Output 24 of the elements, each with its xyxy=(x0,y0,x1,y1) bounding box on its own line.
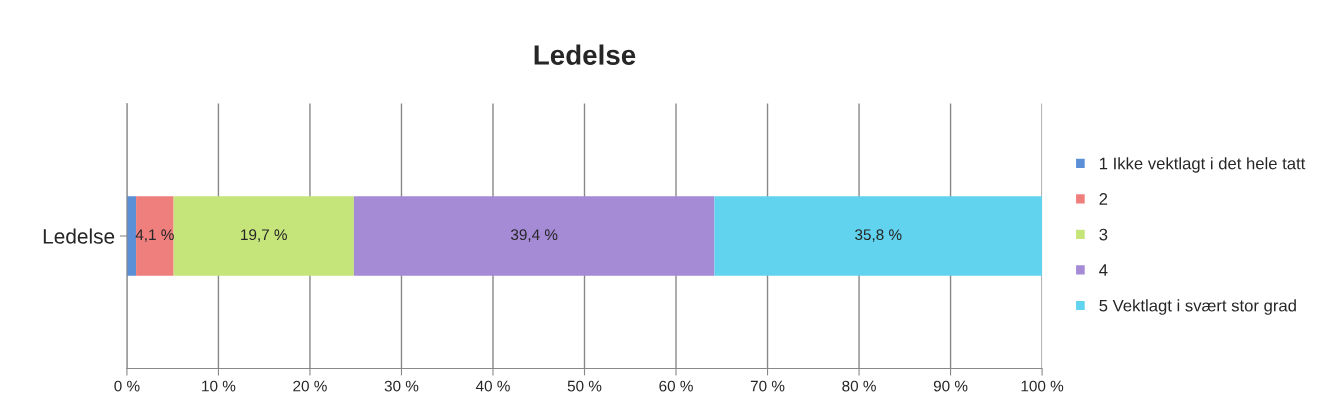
x-tick-label: 30 % xyxy=(384,380,419,392)
x-tick-label: 90 % xyxy=(933,380,968,392)
legend-label: 1 Ikke vektlagt i det hele tatt xyxy=(1099,157,1306,173)
x-tick-label: 10 % xyxy=(202,380,236,392)
data-label: 19,7 % xyxy=(241,229,287,242)
data-label: 39,4 % xyxy=(510,229,558,242)
x-tick-label: 60 % xyxy=(659,380,693,392)
data-label: 35,8 % xyxy=(855,229,902,242)
bar xyxy=(136,196,174,276)
x-tick-label: 20 % xyxy=(293,380,327,392)
bar xyxy=(714,196,1043,276)
x-tick-label: 100 % xyxy=(1021,380,1064,392)
x-tick-label: 40 % xyxy=(475,380,510,392)
x-tick-label: 80 % xyxy=(842,380,876,392)
chart-title: Ledelse xyxy=(534,44,636,65)
legend-label: 4 xyxy=(1099,264,1108,276)
bar xyxy=(173,196,354,276)
legend-label: 2 xyxy=(1099,193,1108,205)
legend-label: 5 Vektlagt i svært stor grad xyxy=(1099,299,1296,315)
x-tick-label: 70 % xyxy=(750,380,785,392)
legend-label: 3 xyxy=(1099,228,1108,241)
x-tick-label: 0 % xyxy=(114,380,140,392)
x-tick-label: 50 % xyxy=(567,380,602,392)
bar xyxy=(353,196,715,276)
